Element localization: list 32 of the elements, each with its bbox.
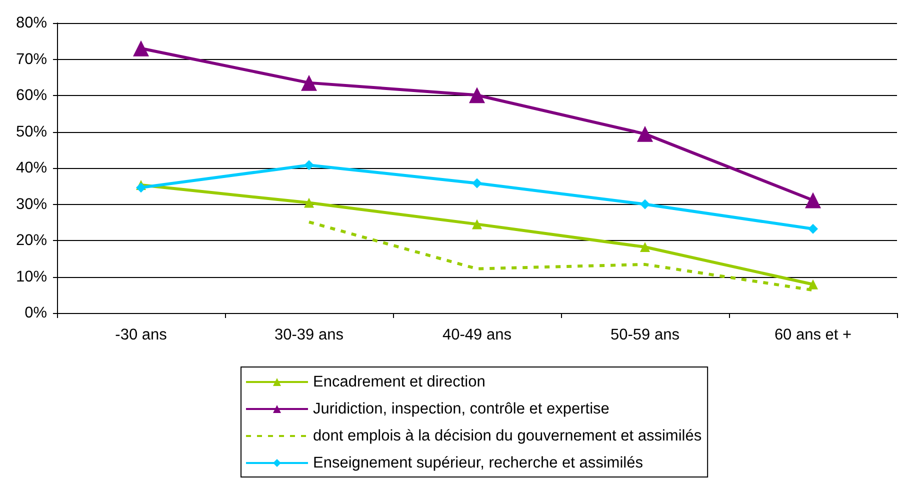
y-tick-label: 60% (16, 87, 48, 104)
point (304, 160, 314, 170)
x-tick-label: 30-39 ans (274, 326, 344, 344)
point (808, 279, 818, 290)
point (133, 40, 149, 56)
x-tick-label: 40-49 ans (442, 326, 512, 344)
legend-label: Juridiction, inspection, contrôle et expertise (313, 400, 610, 418)
y-tick-label: 10% (16, 268, 48, 286)
y-tick-label: 70% (16, 50, 48, 68)
point (640, 199, 650, 210)
legend-label: dont emplois à la décision du gouvernement et assimilés (313, 428, 702, 444)
point (472, 178, 482, 188)
point (304, 198, 314, 208)
point (472, 219, 482, 230)
x-tick-label: -30 ans (115, 326, 168, 344)
point (301, 74, 317, 91)
point (805, 192, 821, 208)
point (808, 224, 818, 234)
y-tick-label: 50% (16, 123, 48, 140)
y-tick-label: 80% (16, 14, 48, 32)
x-tick-label: 50-59 ans (610, 326, 680, 344)
y-tick-label: 40% (16, 160, 48, 176)
legend-label: Enseignement supérieur, recherche et assimilés (313, 454, 644, 472)
y-tick-label: 30% (16, 196, 48, 213)
x-tick-label: 60 ans et + (774, 326, 852, 344)
point (469, 87, 485, 104)
point (136, 182, 146, 193)
point (637, 126, 653, 142)
y-tick-label: 0% (24, 304, 48, 322)
legend-label: Encadrement et direction (313, 374, 486, 390)
point (640, 242, 650, 252)
y-tick-label: 20% (16, 232, 48, 249)
